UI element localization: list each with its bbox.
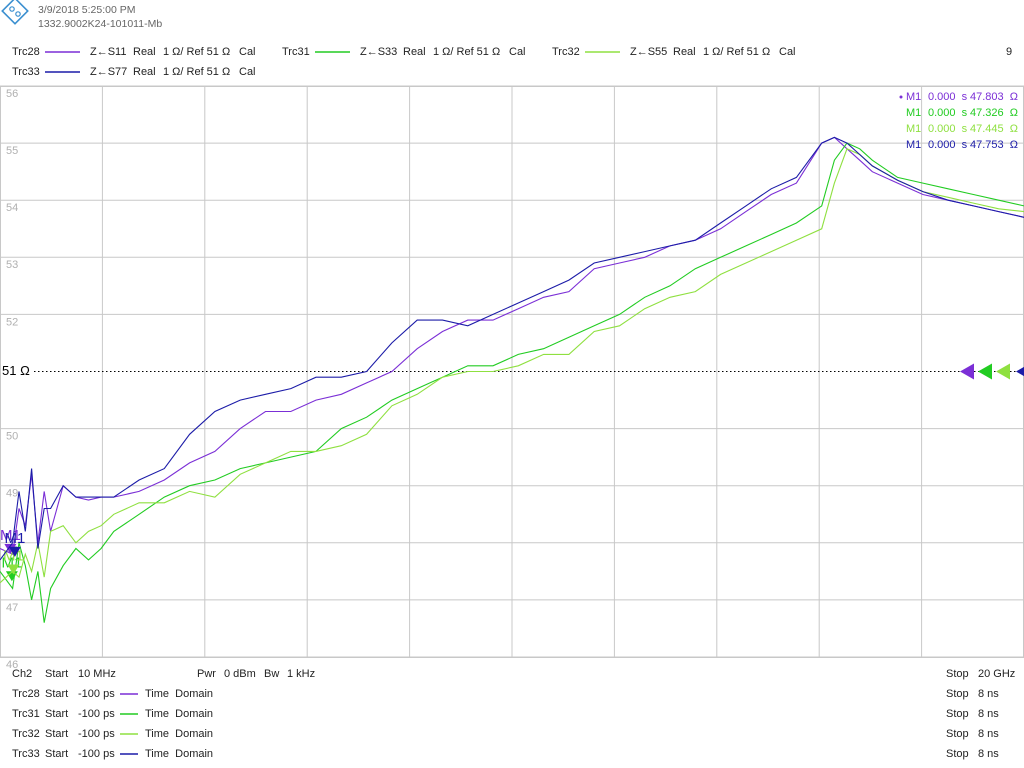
- trace-name: Trc28: [12, 46, 40, 58]
- reference-triangle: [1016, 366, 1024, 377]
- start-frequency: 10 MHz: [78, 668, 116, 680]
- footer-stop: 8 ns: [978, 688, 999, 700]
- channel: Ch2: [12, 668, 32, 680]
- footer-start-word: Start: [45, 748, 68, 760]
- marker-readout-stimulus: 0.000 s: [928, 91, 968, 103]
- stop-word: Stop: [946, 668, 969, 680]
- trace-status: Cal: [239, 66, 256, 78]
- y-tick-label: 53: [6, 259, 18, 271]
- y-tick-label: 50: [6, 431, 18, 443]
- y-tick-label: 47: [6, 602, 18, 614]
- stop-frequency: 20 GHz: [978, 668, 1015, 680]
- active-marker-dot: [899, 95, 903, 99]
- footer-stop-word: Stop: [946, 728, 969, 740]
- device-id: 1332.9002K24-101011-Mb: [38, 18, 162, 30]
- start-word: Start: [45, 668, 68, 680]
- footer-stop: 8 ns: [978, 708, 999, 720]
- marker-readout-stimulus: 0.000 s: [928, 123, 968, 135]
- marker-readout-stimulus: 0.000 s: [928, 139, 968, 151]
- footer-domain: Time Domain: [145, 688, 213, 700]
- footer-start-word: Start: [45, 688, 68, 700]
- marker-readout-response: 47.445 Ω: [970, 123, 1018, 135]
- trace-status: Cal: [239, 46, 256, 58]
- marker-triangle: [7, 564, 20, 575]
- footer-domain: Time Domain: [145, 748, 213, 760]
- y-tick-label: 46: [6, 659, 18, 671]
- power-word: Pwr: [197, 668, 216, 680]
- footer-start: -100 ps: [78, 688, 115, 700]
- footer-stop: 8 ns: [978, 728, 999, 740]
- footer-stop-word: Stop: [946, 708, 969, 720]
- trace-scale: 1 Ω/ Ref 51 Ω: [433, 46, 500, 58]
- y-tick-label: 51 Ω: [2, 363, 30, 378]
- trace-measurement: Z←S11: [90, 46, 126, 58]
- marker-readout-name: M1: [906, 107, 921, 119]
- reference-triangle: [996, 363, 1010, 380]
- logo: [1, 0, 29, 25]
- footer-start: -100 ps: [78, 708, 115, 720]
- footer-stop: 8 ns: [978, 748, 999, 760]
- marker-label: M1: [0, 527, 21, 544]
- trace-name: Trc32: [552, 46, 580, 58]
- y-tick-label: 56: [6, 88, 18, 100]
- footer-trace-name: Trc33: [12, 748, 40, 760]
- trace-scale: 1 Ω/ Ref 51 Ω: [163, 46, 230, 58]
- footer-start-word: Start: [45, 728, 68, 740]
- reference-triangle: [978, 363, 992, 380]
- marker-readout-name: M1: [906, 91, 921, 103]
- footer-domain: Time Domain: [145, 708, 213, 720]
- trace-format: Real: [673, 46, 696, 58]
- y-tick-label: 49: [6, 488, 18, 500]
- trace-format: Real: [133, 66, 156, 78]
- trace-measurement: Z←S55: [630, 46, 667, 58]
- trace-measurement: Z←S77: [90, 66, 127, 78]
- footer-domain: Time Domain: [145, 728, 213, 740]
- footer-start: -100 ps: [78, 748, 115, 760]
- trace-name: Trc31: [282, 46, 310, 58]
- marker-triangle: [8, 546, 21, 557]
- trace-line: [0, 148, 1024, 584]
- y-tick-label: 55: [6, 145, 18, 157]
- marker-readout-name: M1: [906, 139, 921, 151]
- trace-status: Cal: [509, 46, 526, 58]
- footer-trace-name: Trc32: [12, 728, 40, 740]
- power: 0 dBm: [224, 668, 256, 680]
- bandwidth: 1 kHz: [287, 668, 315, 680]
- reference-triangle: [960, 363, 974, 380]
- trace-format: Real: [403, 46, 426, 58]
- marker-readout-stimulus: 0.000 s: [928, 107, 968, 119]
- footer-start-word: Start: [45, 708, 68, 720]
- trace-format: Real: [133, 46, 156, 58]
- trace-status: Cal: [779, 46, 796, 58]
- marker-label: M1: [4, 530, 25, 547]
- marker-readout-response: 47.326 Ω: [970, 107, 1018, 119]
- marker-readout-name: M1: [906, 123, 921, 135]
- bandwidth-word: Bw: [264, 668, 279, 680]
- trace-name: Trc33: [12, 66, 40, 78]
- y-tick-label: 54: [6, 202, 18, 214]
- marker-readout-response: 47.803 Ω: [970, 91, 1018, 103]
- trace-scale: 1 Ω/ Ref 51 Ω: [703, 46, 770, 58]
- timestamp: 3/9/2018 5:25:00 PM: [38, 4, 136, 16]
- trace-line: [0, 136, 1024, 561]
- marker-readout-response: 47.753 Ω: [970, 139, 1018, 151]
- footer-start: -100 ps: [78, 728, 115, 740]
- footer-stop-word: Stop: [946, 688, 969, 700]
- footer-trace-name: Trc28: [12, 688, 40, 700]
- footer-stop-word: Stop: [946, 748, 969, 760]
- trace-measurement: Z←S33: [360, 46, 397, 58]
- y-tick-label: 52: [6, 316, 18, 328]
- footer-trace-name: Trc31: [12, 708, 40, 720]
- trace-scale: 1 Ω/ Ref 51 Ω: [163, 66, 230, 78]
- indicator: 9: [1006, 46, 1012, 58]
- marker-label: M1: [3, 547, 24, 564]
